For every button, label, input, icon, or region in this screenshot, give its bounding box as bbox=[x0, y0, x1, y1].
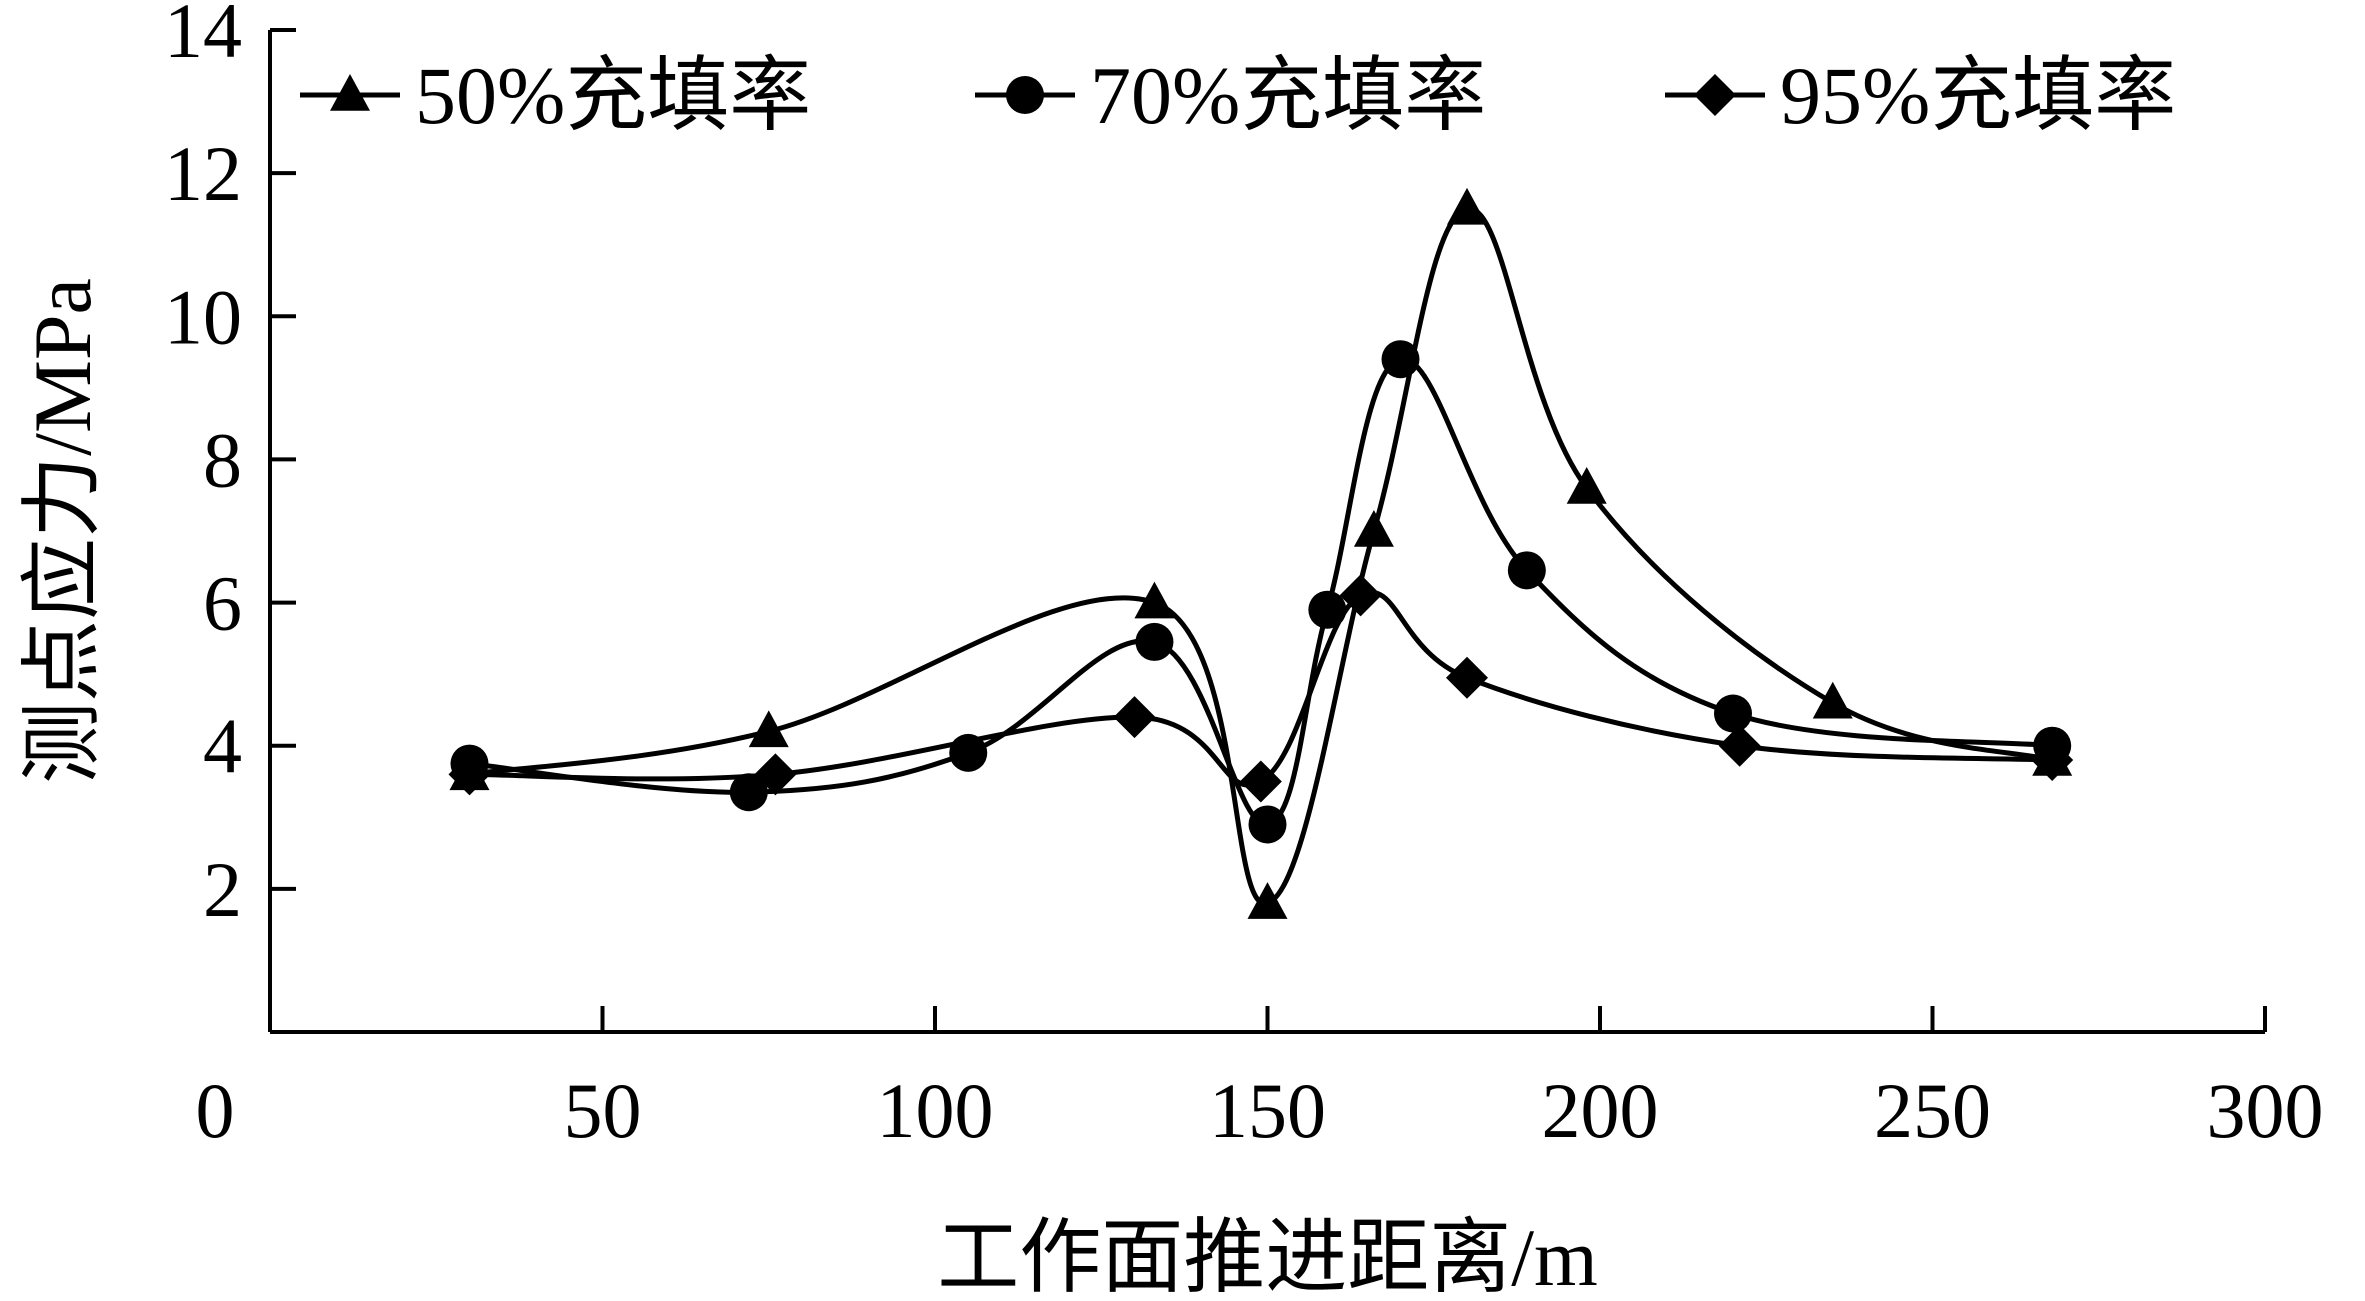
series-1-point-6 bbox=[1447, 187, 1487, 225]
x-tick-label-0: 0 bbox=[196, 1067, 235, 1154]
series-1-point-7 bbox=[1566, 467, 1607, 504]
series-1-point-5 bbox=[1353, 510, 1394, 547]
x-tick-label-100: 100 bbox=[877, 1067, 994, 1154]
x-tick-label-300: 300 bbox=[2207, 1067, 2324, 1154]
series-2-point-8 bbox=[1507, 551, 1546, 590]
y-tick-label-10: 10 bbox=[164, 273, 242, 360]
y-tick-label-6: 6 bbox=[203, 560, 242, 647]
x-tick-label-150: 150 bbox=[1209, 1067, 1326, 1154]
series-3-point-2 bbox=[754, 753, 797, 796]
y-tick-label-12: 12 bbox=[164, 130, 242, 217]
series-1-point-3 bbox=[1134, 581, 1175, 619]
y-tick-label-8: 8 bbox=[203, 416, 242, 503]
axes bbox=[268, 30, 2265, 1034]
series-3-point-6 bbox=[1446, 656, 1488, 699]
series-3-point-5 bbox=[1339, 574, 1382, 617]
series-3-point-8 bbox=[2031, 739, 2074, 782]
legend-label-1: 50%充填率 bbox=[415, 50, 811, 141]
x-tick-label-200: 200 bbox=[1542, 1067, 1659, 1154]
series-1-point-4 bbox=[1247, 882, 1288, 919]
series-2-point-7 bbox=[1381, 340, 1420, 379]
series-line-3 bbox=[469, 590, 2053, 788]
series-3-point-7 bbox=[1718, 724, 1761, 767]
series-2-point-2 bbox=[729, 773, 768, 812]
legend: 50%充填率 70%充填率 95%充填率 bbox=[300, 50, 2176, 141]
legend-marker-3 bbox=[1694, 74, 1736, 116]
legend-marker-2 bbox=[1006, 76, 1044, 114]
series-3-point-4 bbox=[1239, 760, 1282, 803]
series-3-point-3 bbox=[1113, 696, 1156, 739]
legend-label-3: 95%充填率 bbox=[1780, 50, 2176, 141]
x-tick-label-250: 250 bbox=[1874, 1067, 1991, 1154]
x-axis-ticks: 0 50 100 150 200 250 300 bbox=[196, 1006, 2324, 1154]
y-axis-ticks: 2 4 6 8 10 12 14 bbox=[164, 0, 296, 933]
series-line-2 bbox=[469, 356, 2053, 827]
series-1-point-2 bbox=[748, 710, 789, 748]
y-tick-label-14: 14 bbox=[164, 0, 242, 74]
series-markers bbox=[448, 187, 2074, 919]
y-tick-label-2: 2 bbox=[203, 846, 242, 933]
y-axis-title: 测点应力/MPa bbox=[17, 278, 108, 784]
series-3-point-1 bbox=[448, 753, 491, 796]
legend-label-2: 70%充填率 bbox=[1090, 50, 1486, 141]
series-1-point-8 bbox=[1812, 681, 1853, 719]
series-2-point-5 bbox=[1248, 805, 1287, 844]
x-tick-label-50: 50 bbox=[564, 1067, 642, 1154]
x-axis-title: 工作面推进距离/m bbox=[937, 1212, 1598, 1301]
series-2-point-3 bbox=[949, 733, 988, 772]
series-2-point-4 bbox=[1135, 622, 1174, 661]
series-2-point-6 bbox=[1308, 590, 1347, 629]
series-2-point-9 bbox=[1714, 694, 1752, 733]
y-tick-label-4: 4 bbox=[203, 703, 242, 790]
legend-marker-1 bbox=[330, 74, 370, 111]
